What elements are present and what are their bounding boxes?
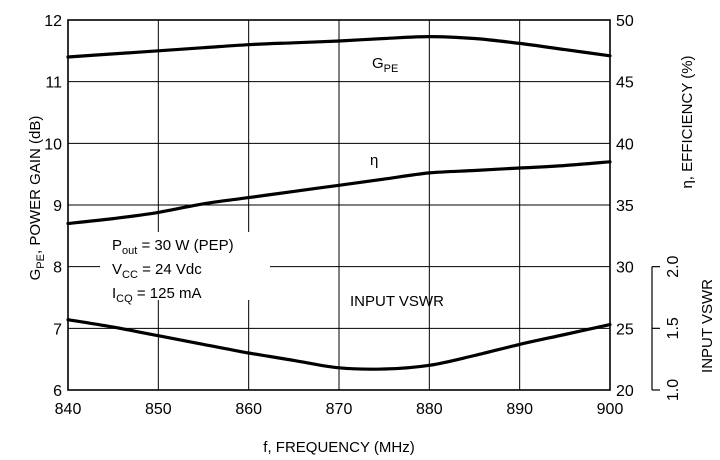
- series-label-vswr: INPUT VSWR: [350, 293, 444, 310]
- left-tick-label: 12: [44, 13, 62, 30]
- left-tick-label: 8: [53, 260, 62, 277]
- plot-frame: [67, 19, 611, 391]
- left-axis-label-sub: PE: [35, 254, 47, 269]
- series-label-gpe-main: G: [372, 55, 384, 72]
- series-line-vswr: [66, 318, 612, 371]
- vswr-axis-label: INPUT VSWR: [699, 279, 716, 373]
- left-tick-label: 9: [53, 198, 62, 215]
- right-tick-label: 30: [616, 260, 634, 277]
- left-axis-label: GPE, POWER GAIN (dB): [27, 116, 47, 281]
- vswr-tick-label: 1.5: [665, 317, 682, 339]
- curves: [66, 35, 612, 371]
- left-tick-label: 7: [53, 321, 62, 338]
- series-line-gpe: [66, 35, 612, 59]
- series-label-gpe: GPE: [372, 55, 398, 75]
- tick-labels: 840 850 860 870 880 890 900 6 7 8 9 10 11 12 20 25 30 35 4…: [44, 13, 682, 418]
- right-tick-label: 50: [616, 13, 634, 30]
- right-tick-label: 25: [616, 321, 634, 338]
- x-tick-label: 850: [145, 401, 172, 418]
- right-axis-label: η, EFFICIENCY (%): [679, 55, 696, 188]
- x-tick-label: 900: [597, 401, 624, 418]
- x-tick-label: 890: [506, 401, 533, 418]
- left-tick-label: 10: [44, 136, 62, 153]
- vswr-tick-label: 2.0: [665, 255, 682, 277]
- condition-icq: ICQ = 125 mA: [112, 285, 201, 305]
- series-label-eta: η: [370, 152, 378, 169]
- right-tick-label: 35: [616, 198, 634, 215]
- x-tick-label: 840: [55, 401, 82, 418]
- x-tick-label: 870: [326, 401, 353, 418]
- x-axis-label: f, FREQUENCY (MHz): [263, 439, 414, 456]
- left-axis-label-main: G: [27, 269, 44, 281]
- series-line-eta: [66, 160, 612, 226]
- series-label-gpe-sub: PE: [384, 63, 399, 75]
- left-tick-label: 6: [53, 383, 62, 400]
- conditions-box: [100, 232, 270, 300]
- condition-pout: Pout = 30 W (PEP): [112, 237, 234, 257]
- right-tick-label: 40: [616, 136, 634, 153]
- condition-vcc: VCC = 24 Vdc: [112, 261, 202, 281]
- vswr-tick-label: 1.0: [665, 379, 682, 401]
- left-tick-label: 11: [45, 75, 62, 92]
- right-tick-label: 45: [616, 75, 634, 92]
- right-tick-label: 20: [616, 383, 634, 400]
- x-tick-label: 880: [416, 401, 443, 418]
- left-axis-label-rest: , POWER GAIN (dB): [27, 116, 44, 254]
- x-tick-label: 860: [235, 401, 262, 418]
